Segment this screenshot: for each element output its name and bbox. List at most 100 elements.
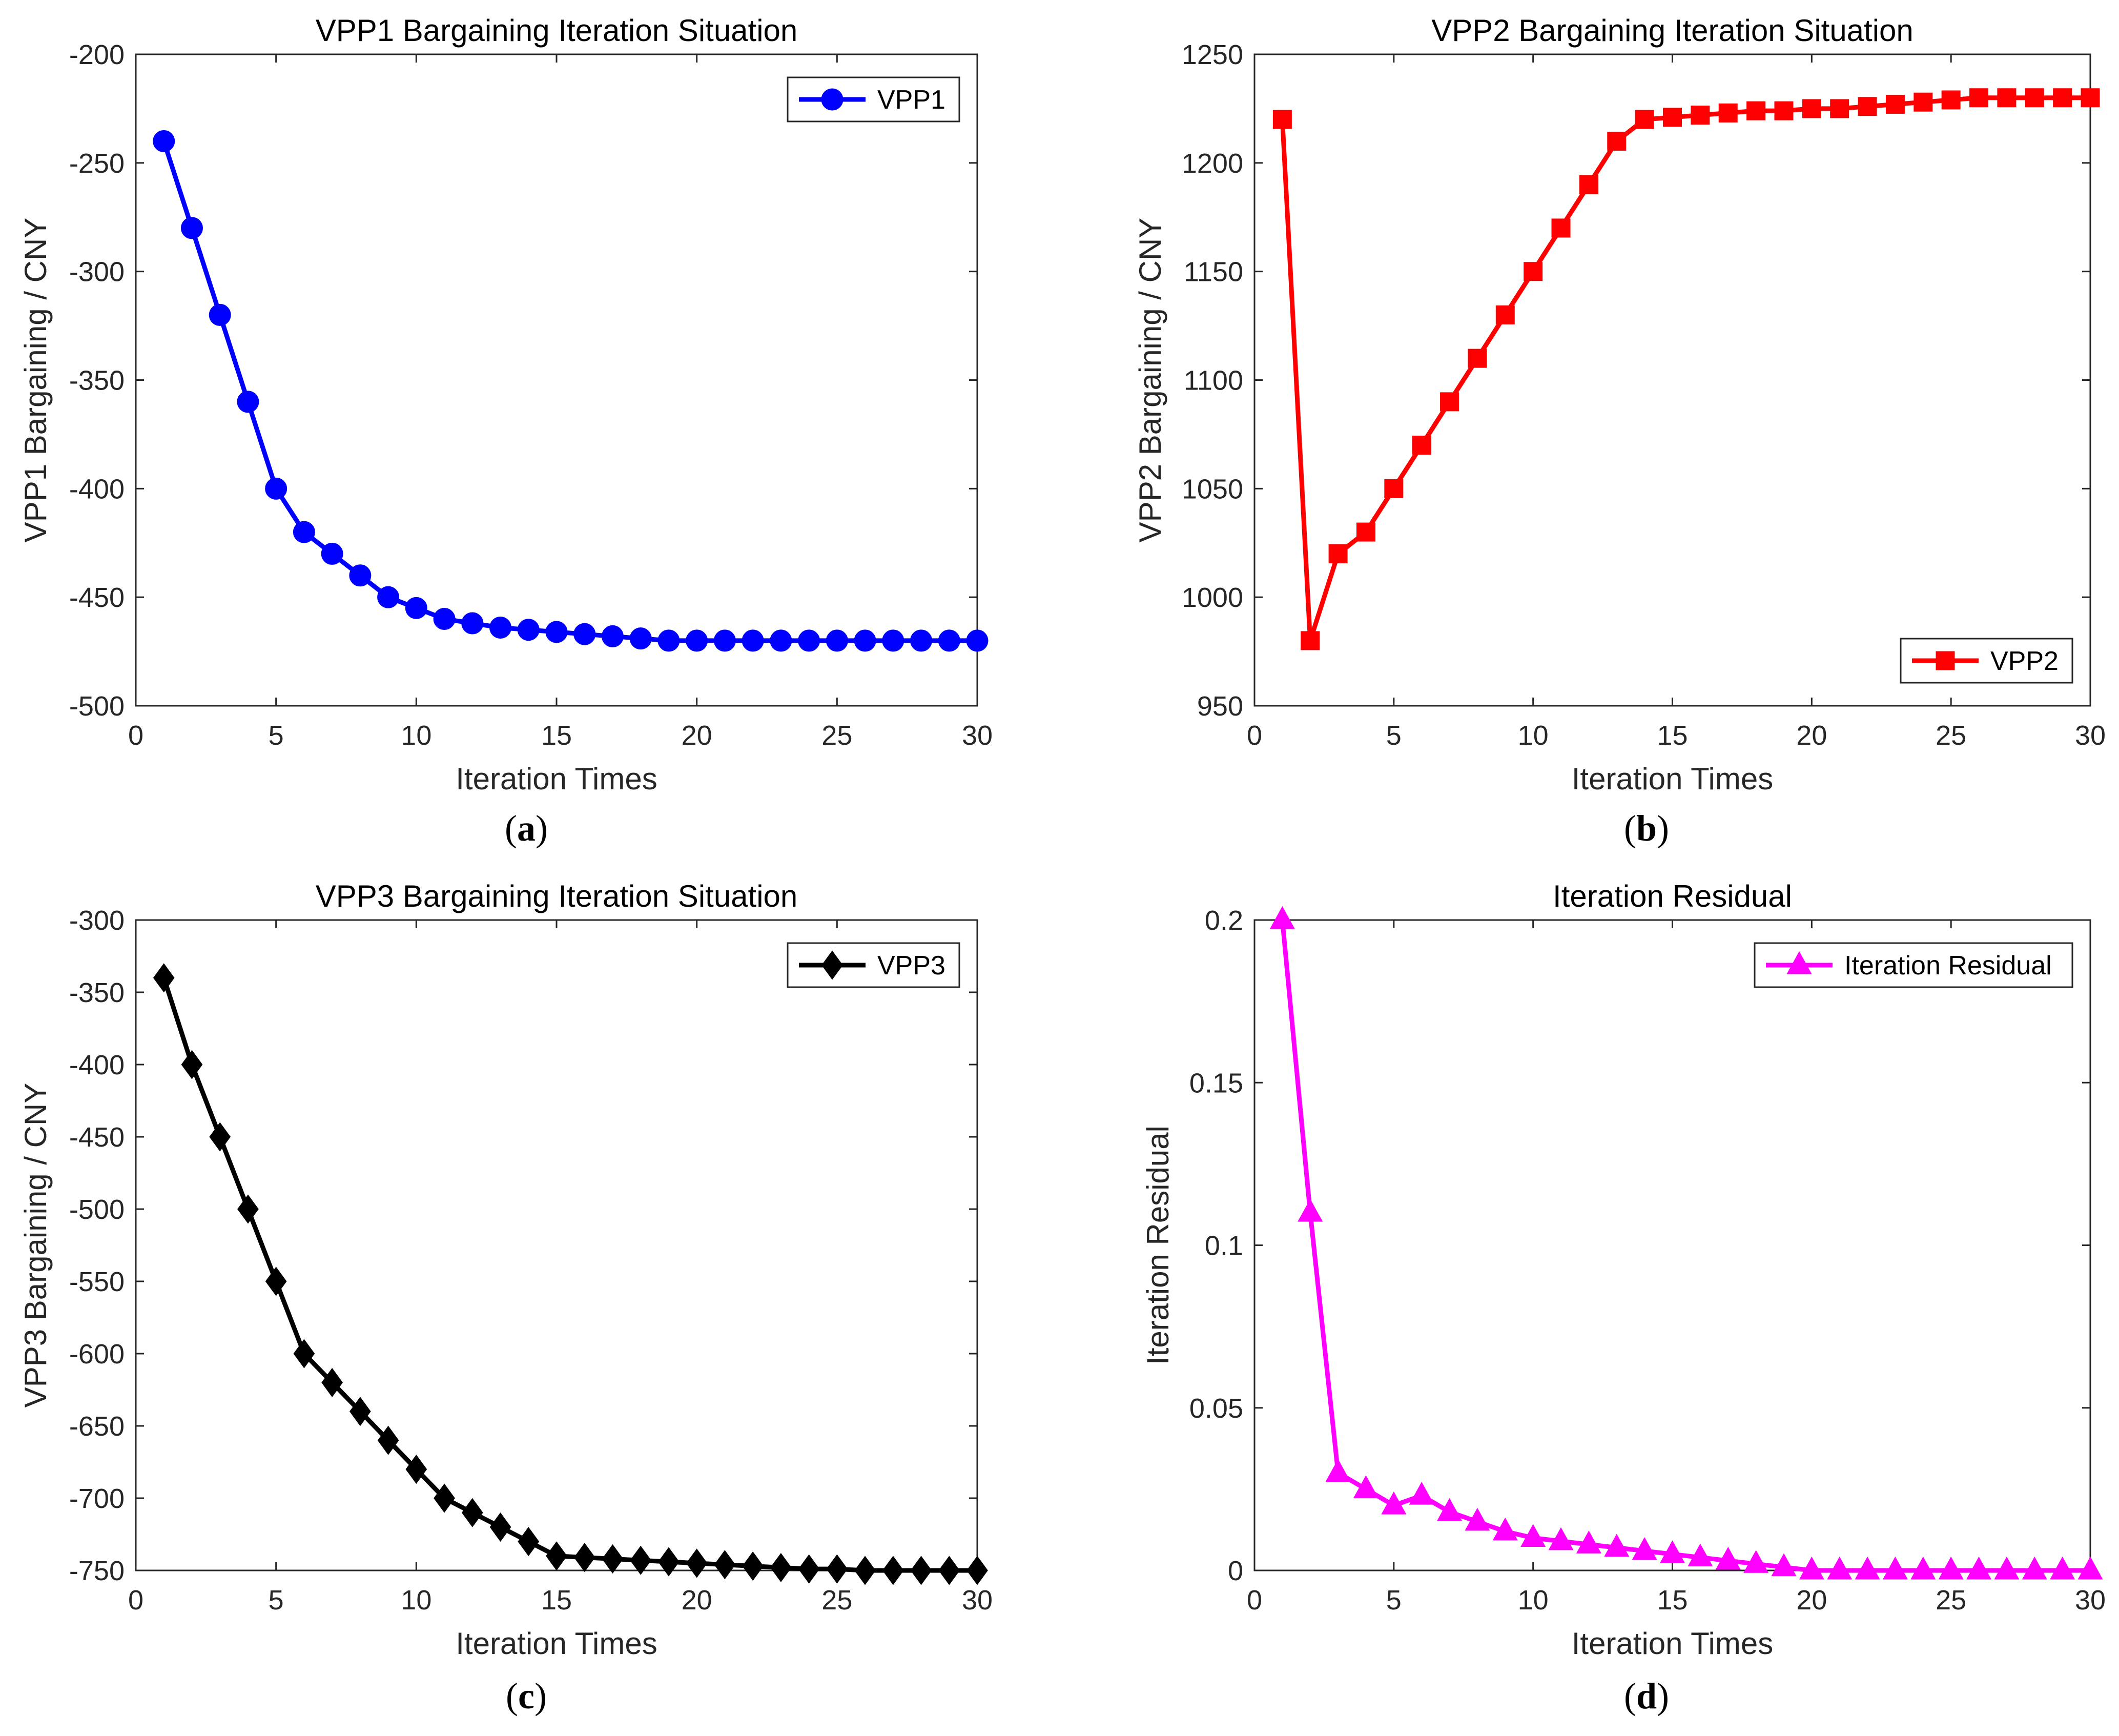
- data-point: [630, 1545, 652, 1575]
- y-tick-label: 950: [1197, 691, 1243, 722]
- data-point: [770, 629, 792, 652]
- data-point: [265, 1267, 287, 1296]
- data-point: [377, 586, 400, 608]
- data-point: [1635, 110, 1654, 129]
- data-point: [1409, 1481, 1434, 1505]
- data-point: [1910, 1556, 1936, 1580]
- data-point: [1551, 218, 1571, 238]
- data-point: [1548, 1527, 1574, 1550]
- x-tick-label: 5: [269, 1585, 284, 1616]
- data-point: [854, 629, 876, 652]
- data-point: [713, 629, 736, 652]
- y-tick-label: -600: [69, 1339, 125, 1370]
- y-tick-label: 0.15: [1189, 1068, 1243, 1098]
- data-point: [1715, 1546, 1741, 1570]
- panel-a: 0 5 10 15 20 25 30 -500 -450 -400 -350 -300 -250 -200…: [18, 13, 993, 796]
- data-point: [433, 608, 456, 630]
- data-point: [1468, 349, 1487, 368]
- data-point: [1966, 1556, 1992, 1580]
- data-point: [1799, 1556, 1824, 1580]
- data-point: [2022, 1556, 2047, 1580]
- data-point: [966, 1556, 988, 1585]
- x-tick-label: 20: [1796, 1585, 1827, 1616]
- data-point: [798, 629, 820, 652]
- data-point: [265, 477, 287, 500]
- data-point: [1325, 1459, 1351, 1482]
- data-point: [293, 521, 315, 543]
- data-point: [910, 1556, 932, 1585]
- data-point: [1328, 544, 1348, 563]
- y-tick-label: -500: [69, 691, 125, 722]
- data-point: [2025, 88, 2044, 108]
- x-axis-label: Iteration Times: [456, 1626, 657, 1661]
- data-point: [461, 1498, 483, 1527]
- panel-c: 0 5 10 15 20 25 30 -750 -700 -650 -600 -550 -500 -450…: [18, 879, 993, 1661]
- data-point: [686, 629, 708, 652]
- data-point: [1465, 1507, 1490, 1531]
- data-point: [686, 1548, 708, 1578]
- y-axis-label: VPP3 Bargaining / CNY: [18, 1083, 53, 1408]
- data-point: [966, 629, 989, 652]
- x-tick-label: 25: [1936, 1585, 1966, 1616]
- x-tick-label: 30: [962, 720, 993, 751]
- plot-area: [1253, 919, 2091, 1571]
- data-point: [2053, 88, 2072, 108]
- data-point: [461, 612, 484, 635]
- data-point: [1495, 305, 1515, 324]
- x-tick-label: 15: [541, 720, 572, 751]
- data-point: [1997, 88, 2017, 108]
- data-point: [658, 1547, 680, 1577]
- data-point: [405, 597, 427, 619]
- data-point: [1936, 651, 1955, 670]
- data-point: [1579, 175, 1598, 194]
- y-tick-label: -700: [69, 1483, 125, 1514]
- panel-label-b: (b): [1623, 808, 1669, 849]
- data-point: [770, 1553, 792, 1582]
- x-tick-label: 30: [2075, 1585, 2106, 1616]
- data-point: [1384, 479, 1404, 498]
- legend-label: VPP1: [877, 85, 945, 115]
- data-point: [573, 623, 596, 645]
- data-point: [1855, 1556, 1880, 1580]
- data-point: [1746, 101, 1766, 120]
- data-point: [1659, 1540, 1685, 1563]
- y-tick-label: -400: [69, 1050, 125, 1080]
- x-tick-label: 15: [1657, 720, 1688, 751]
- panel-label-d: (d): [1623, 1676, 1669, 1717]
- data-point: [1381, 1491, 1407, 1515]
- x-tick-label: 10: [401, 1585, 431, 1616]
- chart-title: VPP2 Bargaining Iteration Situation: [1431, 13, 1914, 48]
- data-point: [546, 1541, 567, 1571]
- y-tick-label: 0.05: [1189, 1393, 1243, 1424]
- data-point: [1802, 99, 1821, 118]
- y-tick-label: -550: [69, 1267, 125, 1297]
- x-tick-label: 25: [821, 1585, 852, 1616]
- y-tick-label: -650: [69, 1411, 125, 1442]
- y-tick-label: -350: [69, 365, 125, 396]
- y-tick-label: 1200: [1182, 148, 1243, 179]
- x-tick-label: 20: [682, 720, 712, 751]
- x-tick-label: 25: [821, 720, 852, 751]
- data-point: [489, 1512, 511, 1542]
- data-point: [349, 1397, 371, 1426]
- data-point: [714, 1550, 736, 1580]
- data-point: [1437, 1498, 1463, 1521]
- y-tick-label: 0.1: [1205, 1231, 1243, 1261]
- x-tick-label: 0: [1247, 1585, 1262, 1616]
- y-tick-label: -350: [69, 977, 125, 1008]
- legend-label: VPP3: [877, 951, 945, 981]
- y-tick-label: 1250: [1182, 39, 1243, 70]
- y-tick-label: -500: [69, 1194, 125, 1225]
- data-point: [1492, 1517, 1518, 1541]
- data-point: [237, 1194, 259, 1224]
- data-point: [938, 1556, 960, 1585]
- data-point: [153, 130, 175, 152]
- x-tick-label: 0: [1247, 720, 1262, 751]
- x-tick-label: 10: [1518, 1585, 1549, 1616]
- data-point: [1786, 951, 1812, 974]
- data-point: [2050, 1556, 2075, 1580]
- data-point: [517, 619, 540, 641]
- data-point: [1771, 1553, 1797, 1577]
- x-tick-label: 10: [401, 720, 431, 751]
